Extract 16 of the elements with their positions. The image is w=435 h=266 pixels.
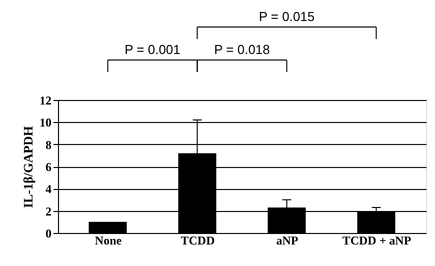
text: P = 0.018 <box>214 42 270 57</box>
y-tick-label: 10 <box>40 116 52 130</box>
bar <box>88 222 127 233</box>
y-axis-title: IL-1β/GAPDH <box>20 126 36 208</box>
text: P = 0.015 <box>258 9 315 24</box>
y-tick-label: 12 <box>40 94 52 108</box>
x-tick-label: aNP <box>276 234 298 248</box>
y-tick-label: 8 <box>46 138 52 152</box>
y-tick-label: 4 <box>46 182 52 196</box>
x-tick-label: None <box>94 234 122 248</box>
text: P = 0.001 <box>124 42 180 57</box>
y-tick-label: 2 <box>46 204 52 218</box>
y-tick-label: 6 <box>46 160 52 174</box>
x-tick-label: TCDD + aNP <box>342 234 412 248</box>
x-tick-label: TCDD <box>180 234 216 248</box>
y-tick-label: 0 <box>46 226 52 240</box>
